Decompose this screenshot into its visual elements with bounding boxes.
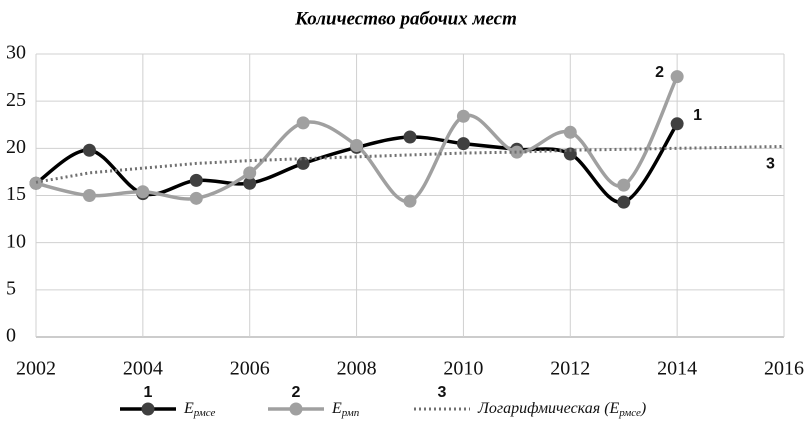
legend-end: ) xyxy=(640,400,646,417)
point xyxy=(189,191,203,205)
legend-label: Логарифмическая (Eрмсе) xyxy=(477,400,646,419)
series-number: 3 xyxy=(766,156,775,173)
legend-number: 3 xyxy=(438,384,447,401)
point xyxy=(350,139,364,153)
point xyxy=(563,125,577,139)
point xyxy=(456,109,470,123)
y-tick-label: 5 xyxy=(6,277,16,299)
point xyxy=(563,147,577,161)
legend-name: Логарифмическая (E xyxy=(477,400,620,417)
series-number: 2 xyxy=(655,64,664,81)
point xyxy=(670,117,684,131)
point xyxy=(136,185,150,199)
x-tick-label: 2016 xyxy=(764,358,804,380)
point xyxy=(296,156,310,170)
point xyxy=(243,166,257,180)
point xyxy=(456,137,470,151)
series-line xyxy=(35,75,679,203)
series-number: 1 xyxy=(693,107,702,124)
legend-name: E xyxy=(331,400,342,417)
y-tick-label: 30 xyxy=(6,42,26,64)
series-line xyxy=(35,144,785,184)
x-tick-label: 2004 xyxy=(123,358,163,380)
legend-marker xyxy=(141,402,155,416)
y-tick-label: 10 xyxy=(6,230,26,252)
chart-title: Количество рабочих мест xyxy=(294,8,517,29)
x-tick-label: 2014 xyxy=(657,358,697,380)
point xyxy=(617,195,631,209)
x-tick-label: 2002 xyxy=(16,358,56,380)
point xyxy=(403,194,417,208)
x-tick-label: 2006 xyxy=(230,358,270,380)
point xyxy=(243,176,257,190)
point xyxy=(82,189,96,202)
legend-number: 2 xyxy=(292,384,301,401)
legend-sub: рмсе xyxy=(193,407,216,419)
x-tick-label: 2010 xyxy=(443,358,483,380)
legend-marker xyxy=(289,402,303,416)
legend-label: Eрмп xyxy=(331,400,360,419)
point xyxy=(29,176,43,190)
point xyxy=(510,145,524,159)
legend-label: Eрмсе xyxy=(183,400,215,419)
y-tick-label: 0 xyxy=(6,325,16,347)
point xyxy=(189,173,203,187)
legend-number: 1 xyxy=(144,384,153,401)
point xyxy=(403,130,417,144)
point xyxy=(82,143,96,157)
point xyxy=(617,178,631,192)
legend-sub: рмп xyxy=(341,407,360,419)
legend-name: E xyxy=(183,400,194,417)
y-tick-label: 20 xyxy=(6,136,26,158)
point xyxy=(670,70,684,84)
point xyxy=(296,116,310,130)
x-tick-label: 2012 xyxy=(550,358,590,380)
x-tick-label: 2008 xyxy=(337,358,377,380)
y-tick-label: 25 xyxy=(6,89,26,111)
y-tick-label: 15 xyxy=(6,183,26,205)
legend-sub: рмсе xyxy=(618,407,641,419)
